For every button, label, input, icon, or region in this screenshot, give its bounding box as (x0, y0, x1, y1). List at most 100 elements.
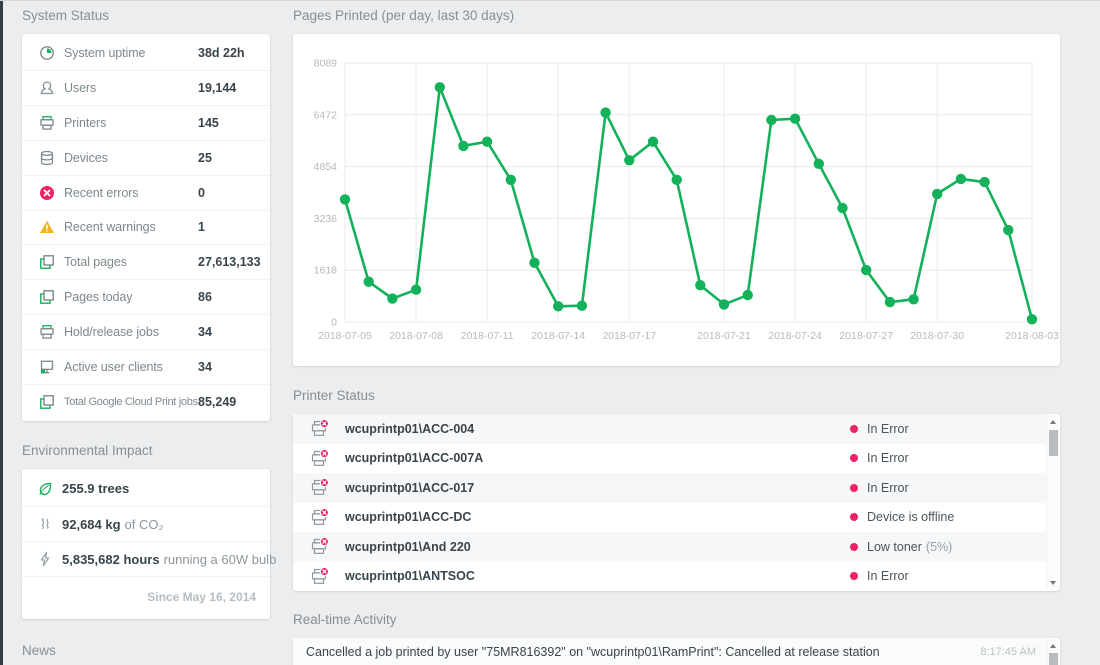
activity-timestamp: 8:17:45 AM (980, 646, 1036, 658)
scrollbar-thumb[interactable] (1049, 430, 1058, 456)
svg-text:2018-07-17: 2018-07-17 (602, 330, 656, 342)
printer-name[interactable]: wcuprintp01\ACC-DC (345, 510, 850, 524)
warning-icon (39, 219, 55, 235)
realtime-activity-scrollbar[interactable] (1046, 639, 1059, 665)
status-label: Total Google Cloud Print jobs (64, 396, 198, 408)
status-label: Pages today (64, 290, 198, 304)
printer-status-card: wcuprintp01\ACC-004In Errorwcuprintp01\A… (293, 414, 1060, 591)
realtime-activity-title: Real-time Activity (293, 611, 397, 629)
scroll-up-button[interactable] (1047, 416, 1059, 428)
system-status-row: Recent warnings1 (22, 210, 270, 245)
printer-error-icon (310, 449, 330, 468)
svg-text:2018-07-08: 2018-07-08 (389, 330, 443, 342)
printer-name[interactable]: wcuprintp01\ANTSOC (345, 569, 850, 583)
status-value: 38d 22h (198, 46, 262, 60)
status-label: Printers (64, 116, 198, 130)
svg-text:2018-08-03: 2018-08-03 (1005, 330, 1059, 342)
printer-status-text: In Error (867, 481, 909, 495)
printer-status-row[interactable]: wcuprintp01\ACC-DC Device is offline (293, 503, 1046, 533)
leaf-icon (37, 481, 53, 497)
error-status-dot (850, 425, 858, 433)
printer-error-icon (310, 508, 330, 527)
printer-status-row[interactable]: wcuprintp01\ACC-007AIn Error (293, 444, 1046, 474)
status-label: Recent warnings (64, 220, 198, 234)
impact-unit: of CO₂ (125, 517, 164, 532)
impact-value: 92,684 kg (62, 517, 121, 532)
system-status-title: System Status (22, 7, 109, 25)
system-status-row: Hold/release jobs34 (22, 314, 270, 349)
printer-status: Device is offline (850, 510, 1046, 524)
status-label: Users (64, 81, 198, 95)
system-status-row: System uptime38d 22h (22, 36, 270, 70)
scroll-up-button[interactable] (1047, 640, 1059, 652)
printer-status-text: Low toner (867, 540, 922, 554)
svg-text:0: 0 (331, 317, 337, 329)
printer-status-text: Device is offline (867, 510, 954, 524)
system-status-row: Total pages27,613,133 (22, 244, 270, 279)
printer-status: In Error (850, 569, 1046, 583)
environmental-impact-row: 92,684 kg of CO₂ (22, 506, 270, 541)
devices-icon (39, 150, 55, 166)
news-title: News (22, 642, 56, 660)
impact-value: 5,835,682 hours (62, 552, 160, 567)
pages-icon (39, 394, 55, 410)
pages-printed-title: Pages Printed (per day, last 30 days) (293, 7, 514, 25)
status-value: 85,249 (198, 395, 262, 409)
printer-name[interactable]: wcuprintp01\And 220 (345, 540, 850, 554)
printer-icon (39, 324, 55, 340)
environmental-impact-row: 5,835,682 hoursrunning a 60W bulb (22, 541, 270, 576)
status-label: Recent errors (64, 186, 198, 200)
svg-text:2018-07-11: 2018-07-11 (461, 330, 514, 342)
scroll-down-button[interactable] (1047, 577, 1059, 589)
user-icon (39, 80, 55, 96)
pages-icon (39, 254, 55, 270)
printer-status-scrollbar[interactable] (1046, 415, 1059, 590)
environmental-impact-title: Environmental Impact (22, 442, 153, 460)
printer-name[interactable]: wcuprintp01\ACC-007A (345, 451, 850, 465)
energy-icon (37, 551, 53, 567)
svg-text:2018-07-05: 2018-07-05 (318, 330, 372, 342)
scrollbar-thumb[interactable] (1049, 653, 1058, 665)
status-value: 34 (198, 360, 262, 374)
printer-name[interactable]: wcuprintp01\ACC-004 (345, 422, 850, 436)
realtime-activity-card: Cancelled a job printed by user "75MR816… (293, 638, 1060, 665)
printer-status-title: Printer Status (293, 387, 375, 405)
svg-text:2018-07-30: 2018-07-30 (910, 330, 964, 342)
printer-error-icon (310, 537, 330, 556)
left-edge-strip (0, 1, 3, 665)
system-status-row: Users19,144 (22, 70, 270, 105)
printer-status-row[interactable]: wcuprintp01\ANTSOCIn Error (293, 562, 1046, 592)
pages-printed-line-chart: 0161832364854647280892018-07-052018-07-0… (293, 34, 1060, 366)
printer-error-icon (310, 478, 330, 497)
status-label: System uptime (64, 46, 198, 60)
co2-icon (37, 516, 53, 532)
pages-printed-chart-card: 0161832364854647280892018-07-052018-07-0… (293, 34, 1060, 366)
error-icon (39, 185, 55, 201)
printer-status-row[interactable]: wcuprintp01\And 220Low toner(5%) (293, 532, 1046, 562)
printer-status-row[interactable]: wcuprintp01\ACC-017 In Error (293, 473, 1046, 503)
svg-text:6472: 6472 (314, 109, 338, 121)
scroll-up-icon (1050, 644, 1056, 648)
svg-text:8089: 8089 (314, 58, 338, 70)
impact-unit: running a 60W bulb (164, 552, 277, 567)
status-value: 27,613,133 (198, 255, 262, 269)
printer-error-icon (310, 419, 330, 438)
status-label: Hold/release jobs (64, 325, 198, 339)
status-value: 25 (198, 151, 262, 165)
status-value: 0 (198, 186, 262, 200)
status-label: Devices (64, 151, 198, 165)
svg-text:2018-07-24: 2018-07-24 (768, 330, 822, 342)
clock-icon (39, 45, 55, 61)
scroll-up-icon (1050, 420, 1056, 424)
printer-status-row[interactable]: wcuprintp01\ACC-004In Error (293, 414, 1046, 444)
printer-name[interactable]: wcuprintp01\ACC-017 (345, 481, 850, 495)
system-status-card: System uptime38d 22hUsers19,144Printers1… (22, 34, 270, 421)
error-status-dot (850, 572, 858, 580)
svg-text:3236: 3236 (314, 213, 338, 225)
system-status-row: Total Google Cloud Print jobs85,249 (22, 384, 270, 419)
system-status-row: Devices25 (22, 140, 270, 175)
scroll-down-icon (1050, 581, 1056, 585)
printer-status: In Error (850, 422, 1046, 436)
error-status-dot (850, 484, 858, 492)
status-label: Total pages (64, 255, 198, 269)
